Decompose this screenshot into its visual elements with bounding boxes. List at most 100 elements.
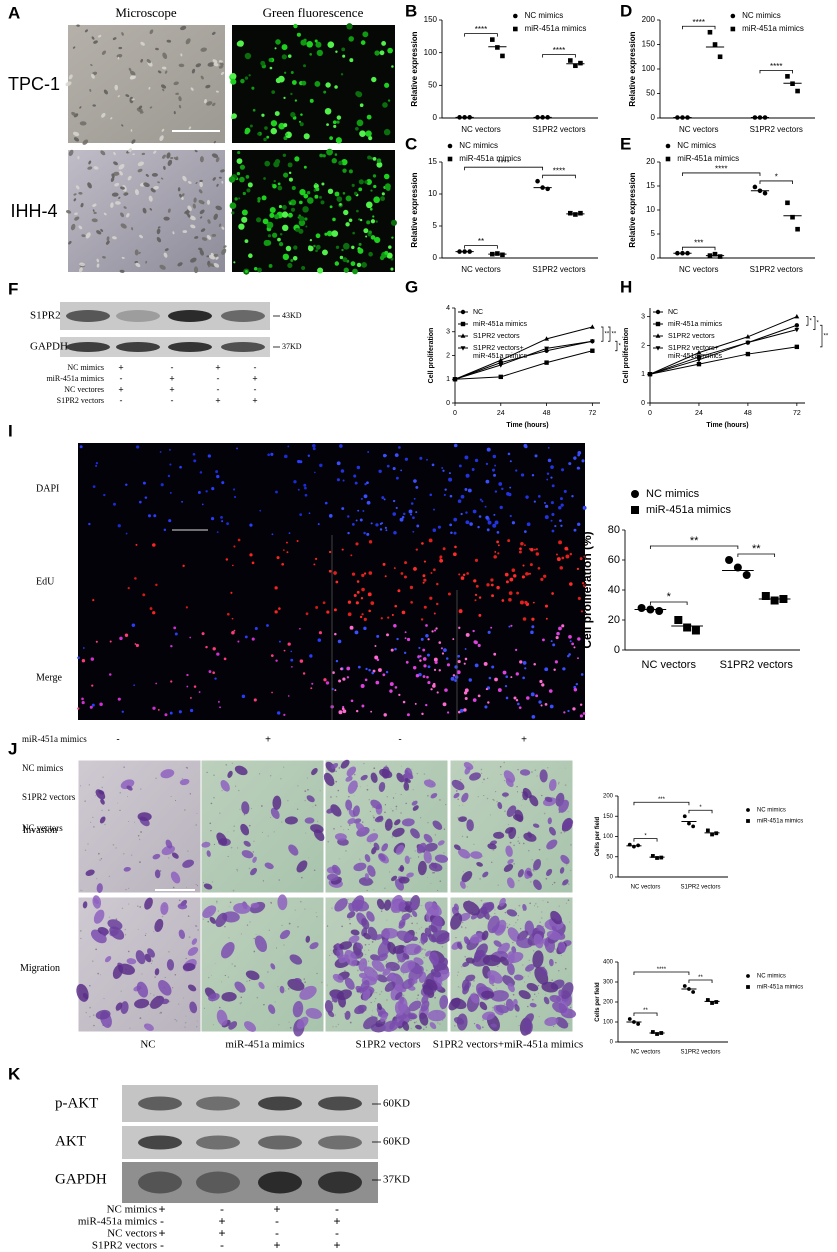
cell: [281, 821, 283, 823]
cell: [278, 241, 284, 247]
cell: [304, 817, 315, 824]
band-label: AKT: [55, 1133, 86, 1149]
cell: [268, 57, 273, 63]
cell: [348, 918, 351, 921]
x-tick-label: NC vectors: [461, 265, 501, 274]
cell: [160, 998, 170, 1005]
cell: [356, 262, 362, 268]
marker: [710, 1001, 714, 1005]
cell: [443, 493, 446, 497]
cell: [194, 236, 199, 239]
cell: [400, 794, 402, 796]
marker: [589, 339, 595, 344]
cell: [319, 153, 324, 158]
cell: [246, 980, 248, 983]
cell: [356, 942, 364, 950]
cell: [134, 577, 137, 580]
cell: [463, 936, 470, 945]
cell: [424, 842, 438, 852]
cell: [137, 928, 139, 930]
cell: [82, 139, 89, 145]
cell: [533, 879, 542, 891]
y-tick-label: 20: [608, 614, 620, 626]
cell: [349, 625, 354, 630]
cell: [492, 1009, 494, 1011]
cell: [446, 663, 451, 667]
cell: [210, 802, 213, 805]
cell: [372, 215, 375, 218]
cell: [312, 443, 316, 448]
significance-label: ****: [693, 18, 705, 27]
cell: [243, 840, 251, 847]
cell: [213, 262, 220, 268]
marker: [495, 45, 500, 50]
cell: [422, 657, 427, 661]
cell: [524, 600, 528, 605]
condition-label: NC vectors: [107, 1228, 157, 1240]
cell: [274, 47, 277, 50]
cell: [420, 933, 428, 945]
cell: [422, 948, 424, 950]
cell: [443, 953, 445, 955]
cell: [458, 848, 471, 859]
cell: [234, 197, 238, 201]
cell: [89, 985, 91, 987]
cell: [410, 915, 413, 918]
legend-label: miR-451a mimics: [742, 24, 804, 33]
cell: [382, 1020, 399, 1032]
cell: [367, 960, 370, 963]
y-tick-label: 15: [646, 181, 655, 190]
cell: [189, 696, 192, 699]
cell: [400, 812, 402, 814]
cell: [443, 852, 445, 854]
cell: [414, 702, 417, 705]
cell: [415, 1024, 422, 1030]
cell: [314, 182, 318, 186]
cell: [316, 820, 319, 823]
cell: [103, 998, 105, 1000]
cell: [547, 446, 550, 449]
cell: [551, 883, 554, 886]
cell: [262, 218, 269, 225]
condition-label: miR-451a mimics: [46, 374, 104, 383]
blot: [60, 337, 270, 357]
cell: [354, 1004, 367, 1015]
cell: [507, 452, 511, 456]
cell: [221, 226, 225, 230]
cell: [249, 523, 253, 527]
marker: [707, 29, 713, 35]
marker: [447, 143, 453, 149]
marker: [573, 63, 578, 69]
cell: [416, 524, 420, 528]
cell: [206, 850, 211, 857]
cell: [149, 29, 154, 35]
cell: [351, 523, 355, 526]
cell: [374, 236, 381, 244]
cell: [357, 969, 359, 972]
cell: [425, 969, 428, 972]
cell: [88, 522, 91, 526]
cell: [264, 160, 271, 167]
condition-sign: +: [218, 1226, 225, 1240]
cell: [480, 768, 483, 771]
cell: [547, 767, 549, 769]
cell: [421, 994, 429, 1004]
cell: [489, 814, 491, 816]
cell: [539, 966, 548, 977]
cell: [232, 889, 235, 892]
cell: [313, 471, 316, 474]
cell: [507, 877, 515, 889]
cell: [174, 973, 177, 976]
cell: [506, 923, 508, 925]
cell: [345, 222, 350, 227]
cell: [532, 601, 535, 604]
cell: [492, 984, 495, 986]
cell: [232, 564, 234, 567]
cell: [332, 671, 335, 674]
cell: [120, 223, 127, 229]
significance-bracket: [649, 545, 739, 549]
cell: [263, 137, 267, 142]
cell: [233, 261, 236, 264]
cell: [221, 520, 224, 523]
cell: [427, 638, 430, 641]
